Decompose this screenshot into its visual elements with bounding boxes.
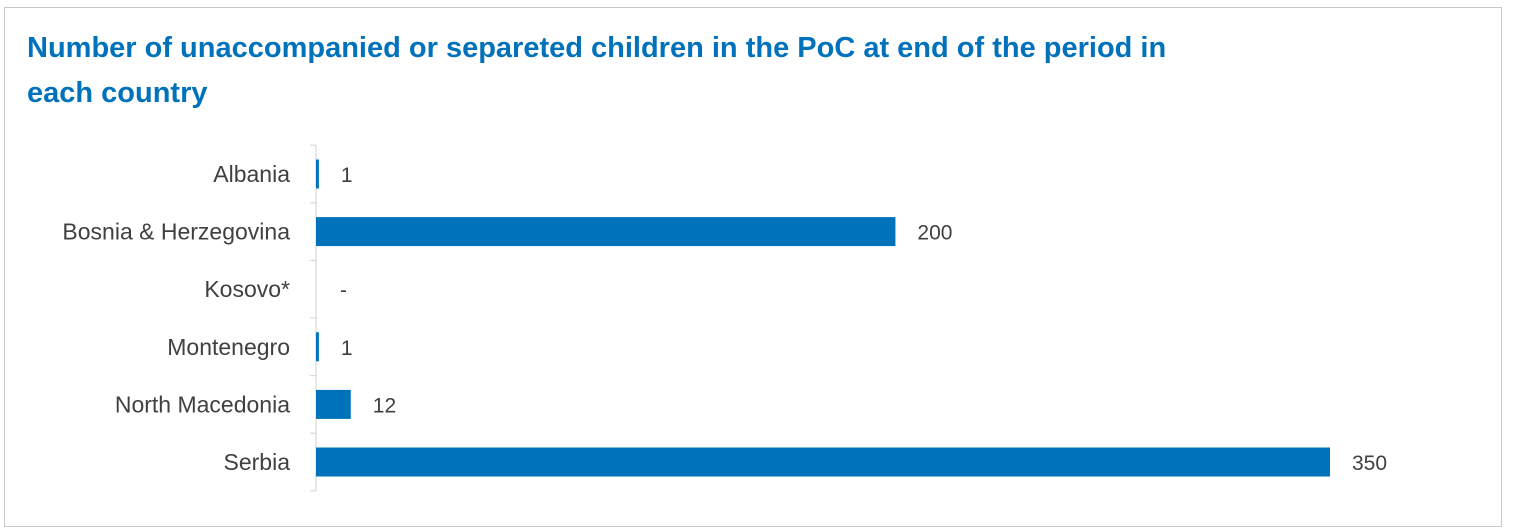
value-label: 200 [917,222,952,245]
labels: Albania 1 Bosnia & Herzegovina 200 Kosovo* - M… [62,161,1387,475]
value-label: - [340,279,347,302]
category-label: Albania [213,161,290,187]
bar [316,159,319,189]
bar [316,217,896,247]
category-label: Serbia [224,449,291,475]
bars [316,159,1330,477]
bar-chart: Albania 1 Bosnia & Herzegovina 200 Kosovo* - M… [62,144,1387,492]
chart-title: Number of unaccompanied or separeted chi… [27,32,1167,109]
value-label: 12 [373,394,396,417]
chart-frame [4,7,1502,527]
value-label: 350 [1352,452,1387,475]
category-label: Montenegro [167,334,290,360]
category-label: Bosnia & Herzegovina [62,219,290,245]
bar [316,447,1330,477]
category-axis [310,144,317,492]
value-label: 1 [341,164,353,187]
bar [316,332,319,362]
category-label: North Macedonia [115,391,290,417]
category-label: Kosovo* [204,276,290,302]
bar [316,389,351,419]
value-label: 1 [341,337,353,360]
